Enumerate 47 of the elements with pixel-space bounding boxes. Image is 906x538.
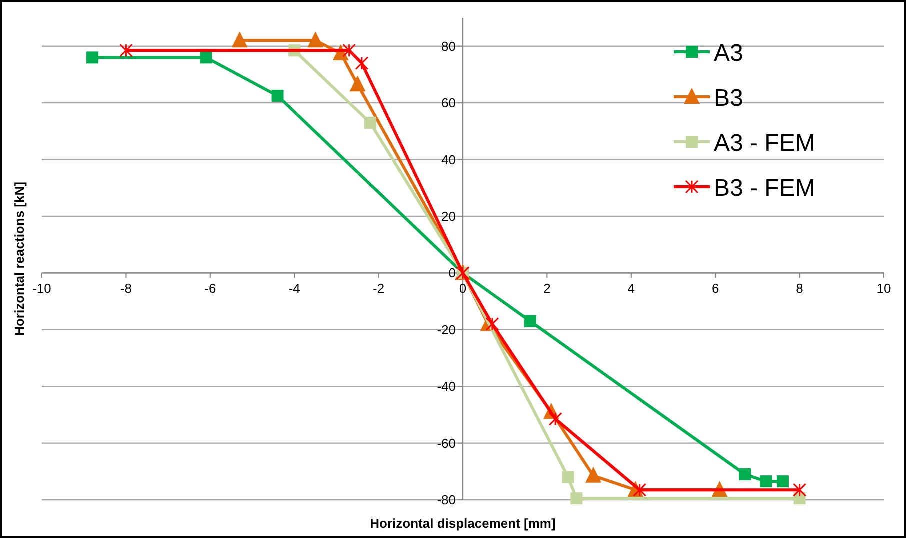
y-tick-label: -40 [437,379,456,394]
point [760,476,772,488]
legend-label: B3 - FEM [714,175,816,202]
x-tick-label: 4 [628,281,636,296]
point [86,52,99,64]
point [355,56,369,70]
point [486,317,500,331]
point [562,471,574,484]
x-tick-label: -2 [373,281,385,296]
x-tick-label: -10 [32,281,52,296]
point [308,32,324,48]
point [200,52,212,64]
x-tick-label: 0 [459,281,467,296]
legend-label: A3 - FEM [714,130,816,157]
x-axis-title: Horizontal displacement [mm] [370,516,556,531]
point [739,468,752,480]
y-tick-label: 0 [448,266,456,281]
x-tick-label: -4 [288,281,300,296]
y-tick-label: 40 [442,152,456,168]
legend-label: A3 [714,40,744,67]
point [342,44,356,58]
point [548,412,562,426]
point [793,483,807,497]
y-tick-label: 60 [442,96,456,111]
x-tick-label: 6 [712,281,720,296]
y-tick-label: 20 [442,208,456,224]
y-tick-label: -80 [437,492,456,508]
y-tick-label: -20 [437,322,456,338]
point [570,492,583,505]
point [232,32,248,48]
point [350,76,366,92]
legend-label: B3 [714,85,744,112]
x-tick-label: -6 [204,281,216,296]
x-tick-label: -8 [120,281,132,296]
y-tick-label: -60 [437,436,456,451]
point [119,44,133,58]
point [524,315,536,328]
point [586,466,602,483]
point [272,90,284,102]
y-tick-label: 80 [442,38,456,54]
point [364,116,376,129]
x-tick-label: 2 [544,281,551,296]
point [776,476,789,488]
y-axis-title: Horizontal reactions [kN] [12,182,27,336]
x-tick-label: 10 [876,281,892,296]
x-tick-label: 8 [796,281,804,296]
point [633,483,647,497]
